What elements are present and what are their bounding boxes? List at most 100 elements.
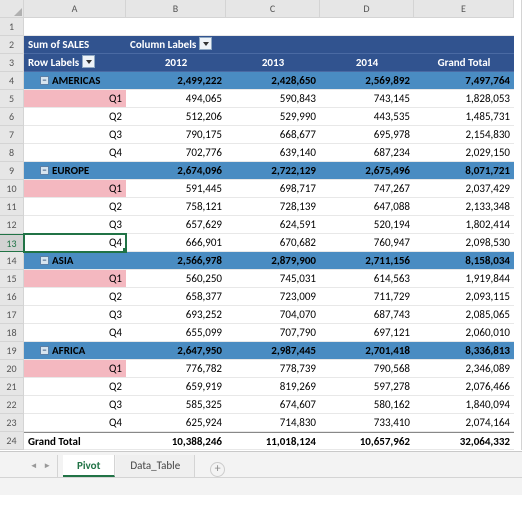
table-cell[interactable]: 560,250: [126, 270, 226, 288]
table-cell[interactable]: 666,901: [126, 234, 226, 252]
quarter-label[interactable]: Q4: [24, 144, 126, 162]
table-cell[interactable]: 647,088: [320, 198, 414, 216]
year-2013-header[interactable]: 2013: [226, 54, 320, 72]
year-2012-header[interactable]: 2012: [126, 54, 226, 72]
table-cell[interactable]: 760,947: [320, 234, 414, 252]
table-cell[interactable]: 776,782: [126, 360, 226, 378]
table-cell[interactable]: 702,776: [126, 144, 226, 162]
table-cell[interactable]: 2,722,129: [226, 162, 320, 180]
table-cell[interactable]: 695,978: [320, 126, 414, 144]
table-cell[interactable]: 8,071,721: [414, 162, 514, 180]
table-cell[interactable]: 1,828,053: [414, 90, 514, 108]
collapse-icon[interactable]: −: [40, 166, 49, 175]
grand-total-label[interactable]: Grand Total: [24, 432, 126, 450]
table-cell[interactable]: 693,252: [126, 306, 226, 324]
table-cell[interactable]: 674,607: [226, 396, 320, 414]
quarter-label[interactable]: Q1: [24, 360, 126, 378]
collapse-icon[interactable]: −: [40, 256, 49, 265]
table-cell[interactable]: 2,346,089: [414, 360, 514, 378]
table-cell[interactable]: 1,485,731: [414, 108, 514, 126]
table-cell[interactable]: 758,121: [126, 198, 226, 216]
table-cell[interactable]: 2,037,429: [414, 180, 514, 198]
table-cell[interactable]: 2,674,096: [126, 162, 226, 180]
grand-total-cell[interactable]: 32,064,332: [414, 432, 514, 450]
row-header-8[interactable]: 8: [0, 144, 24, 162]
sheet-tab-data-table[interactable]: Data_Table: [116, 455, 195, 477]
table-cell[interactable]: 819,269: [226, 378, 320, 396]
table-cell[interactable]: 2,093,115: [414, 288, 514, 306]
table-cell[interactable]: 687,234: [320, 144, 414, 162]
table-cell[interactable]: 657,629: [126, 216, 226, 234]
row-labels-dropdown-icon[interactable]: [82, 55, 95, 68]
table-cell[interactable]: 2,060,010: [414, 324, 514, 342]
quarter-label[interactable]: Q2: [24, 288, 126, 306]
year-2014-header[interactable]: 2014: [320, 54, 414, 72]
row-header-19[interactable]: 19: [0, 342, 24, 360]
sheet-tab-pivot[interactable]: Pivot: [63, 455, 115, 477]
table-cell[interactable]: 2,879,900: [226, 252, 320, 270]
quarter-label[interactable]: Q2: [24, 198, 126, 216]
row-header-20[interactable]: 20: [0, 360, 24, 378]
row-header-10[interactable]: 10: [0, 180, 24, 198]
col-header-C[interactable]: C: [226, 0, 320, 18]
table-cell[interactable]: 614,563: [320, 270, 414, 288]
quarter-label[interactable]: Q4: [24, 324, 126, 342]
table-cell[interactable]: 697,121: [320, 324, 414, 342]
table-cell[interactable]: 7,497,764: [414, 72, 514, 90]
table-cell[interactable]: 1,840,094: [414, 396, 514, 414]
table-cell[interactable]: 1,919,844: [414, 270, 514, 288]
table-cell[interactable]: 2,085,065: [414, 306, 514, 324]
table-cell[interactable]: 723,009: [226, 288, 320, 306]
table-cell[interactable]: 659,919: [126, 378, 226, 396]
column-labels-dropdown-icon[interactable]: [199, 37, 212, 50]
row-labels-cell[interactable]: Row Labels: [24, 54, 126, 72]
table-cell[interactable]: 2,987,445: [226, 342, 320, 360]
add-sheet-button[interactable]: +: [210, 462, 225, 477]
column-labels-cell[interactable]: Column Labels: [126, 36, 226, 54]
table-cell[interactable]: 778,739: [226, 360, 320, 378]
col-header-D[interactable]: D: [320, 0, 414, 18]
table-cell[interactable]: 8,336,813: [414, 342, 514, 360]
table-cell[interactable]: 704,070: [226, 306, 320, 324]
grand-total-col-header[interactable]: Grand Total: [414, 54, 514, 72]
table-cell[interactable]: 728,139: [226, 198, 320, 216]
table-cell[interactable]: 624,591: [226, 216, 320, 234]
row-header-4[interactable]: 4: [0, 72, 24, 90]
row-header-24[interactable]: 24: [0, 432, 24, 450]
table-cell[interactable]: 707,790: [226, 324, 320, 342]
table-cell[interactable]: 8,158,034: [414, 252, 514, 270]
row-header-16[interactable]: 16: [0, 288, 24, 306]
collapse-icon[interactable]: −: [40, 76, 49, 85]
table-cell[interactable]: 745,031: [226, 270, 320, 288]
table-cell[interactable]: 2,428,650: [226, 72, 320, 90]
quarter-label[interactable]: Q3: [24, 396, 126, 414]
table-cell[interactable]: 625,924: [126, 414, 226, 432]
collapse-icon[interactable]: −: [40, 346, 49, 355]
table-cell[interactable]: 529,990: [226, 108, 320, 126]
quarter-label[interactable]: Q1: [24, 270, 126, 288]
table-cell[interactable]: 2,647,950: [126, 342, 226, 360]
row-header-6[interactable]: 6: [0, 108, 24, 126]
quarter-label[interactable]: Q1: [24, 90, 126, 108]
table-cell[interactable]: 585,325: [126, 396, 226, 414]
col-header-A[interactable]: A: [24, 0, 126, 18]
table-cell[interactable]: 2,098,530: [414, 234, 514, 252]
col-header-B[interactable]: B: [126, 0, 226, 18]
quarter-label[interactable]: Q2: [24, 108, 126, 126]
region-asia[interactable]: −ASIA: [24, 252, 126, 270]
table-cell[interactable]: 2,074,164: [414, 414, 514, 432]
quarter-label[interactable]: Q3: [24, 306, 126, 324]
table-cell[interactable]: 512,206: [126, 108, 226, 126]
table-cell[interactable]: 2,029,150: [414, 144, 514, 162]
table-cell[interactable]: 2,499,222: [126, 72, 226, 90]
table-cell[interactable]: 597,278: [320, 378, 414, 396]
row-header-1[interactable]: 1: [0, 18, 24, 36]
quarter-label[interactable]: Q2: [24, 378, 126, 396]
col-header-E[interactable]: E: [414, 0, 514, 18]
selected-cell[interactable]: Q4: [24, 234, 126, 252]
table-cell[interactable]: 590,843: [226, 90, 320, 108]
table-cell[interactable]: 2,154,830: [414, 126, 514, 144]
quarter-label[interactable]: Q3: [24, 216, 126, 234]
table-cell[interactable]: 733,410: [320, 414, 414, 432]
row-header-21[interactable]: 21: [0, 378, 24, 396]
